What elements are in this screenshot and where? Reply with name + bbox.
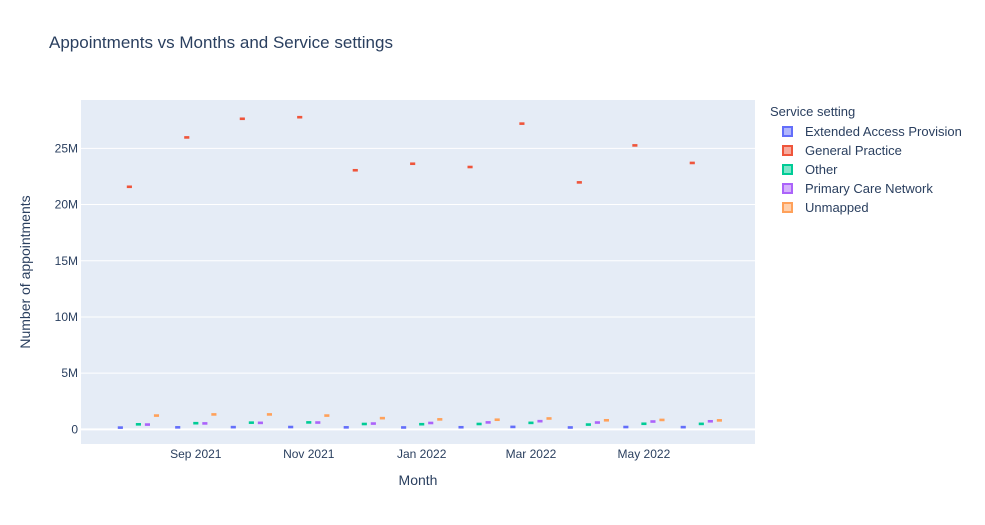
box-other[interactable]: [193, 421, 199, 425]
box-general-practice[interactable]: [352, 168, 358, 172]
y-tick-label: 20M: [55, 198, 78, 212]
legend-swatch: [782, 202, 793, 213]
box-other[interactable]: [641, 422, 647, 426]
legend-title: Service setting: [770, 104, 856, 119]
box-general-practice[interactable]: [239, 117, 245, 121]
box-general-practice[interactable]: [576, 181, 582, 184]
box-unmapped[interactable]: [379, 416, 385, 420]
box-primary-care-network[interactable]: [370, 422, 376, 425]
x-tick-label: Nov 2021: [283, 447, 335, 461]
box-other[interactable]: [419, 422, 425, 426]
chart-title: Appointments vs Months and Service setti…: [49, 33, 393, 52]
box-other[interactable]: [698, 422, 704, 426]
box-other[interactable]: [361, 422, 367, 426]
y-axis-ticks: 0 5M 10M 15M 20M 25M: [55, 141, 79, 436]
legend: Service setting Extended Access Provisio…: [770, 104, 962, 217]
box-primary-care-network[interactable]: [594, 421, 600, 424]
box-primary-care-network[interactable]: [707, 419, 713, 423]
box-unmapped[interactable]: [659, 418, 665, 422]
box-general-practice[interactable]: [126, 185, 132, 189]
y-tick-label: 25M: [55, 141, 78, 155]
box-extended-access-provision[interactable]: [510, 425, 516, 429]
box-general-practice[interactable]: [410, 162, 416, 166]
legend-item[interactable]: Extended Access Provision: [770, 122, 962, 141]
box-general-practice[interactable]: [632, 144, 638, 147]
x-tick-label: Jan 2022: [397, 447, 447, 461]
box-unmapped[interactable]: [266, 413, 272, 416]
box-primary-care-network[interactable]: [428, 421, 434, 425]
box-extended-access-provision[interactable]: [623, 425, 629, 429]
box-extended-access-provision[interactable]: [567, 426, 573, 429]
legend-swatch: [782, 126, 793, 137]
box-unmapped[interactable]: [716, 419, 722, 422]
box-general-practice[interactable]: [297, 115, 303, 119]
box-other[interactable]: [528, 421, 534, 425]
gridlines: [81, 147, 755, 431]
legend-item[interactable]: Primary Care Network: [770, 179, 962, 198]
y-axis-title: Number of appointments: [17, 195, 33, 348]
legend-label: General Practice: [805, 143, 902, 158]
legend-swatch: [782, 145, 793, 156]
x-tick-label: May 2022: [618, 447, 671, 461]
box-other[interactable]: [306, 421, 312, 424]
legend-item[interactable]: Unmapped: [770, 198, 962, 217]
box-unmapped[interactable]: [546, 417, 552, 420]
x-axis-ticks: Sep 2021 Nov 2021 Jan 2022 Mar 2022 May 2022: [170, 447, 670, 461]
y-tick-label: 5M: [61, 366, 78, 380]
box-primary-care-network[interactable]: [257, 421, 263, 425]
legend-label: Primary Care Network: [805, 181, 933, 196]
box-extended-access-provision[interactable]: [343, 426, 349, 429]
box-extended-access-provision[interactable]: [175, 426, 181, 429]
box-other[interactable]: [135, 423, 141, 426]
box-other[interactable]: [476, 422, 482, 426]
box-unmapped[interactable]: [211, 413, 217, 416]
legend-swatch: [782, 183, 793, 194]
box-extended-access-provision[interactable]: [288, 425, 294, 429]
y-tick-label: 15M: [55, 254, 78, 268]
y-tick-label: 10M: [55, 310, 78, 324]
box-primary-care-network[interactable]: [537, 419, 543, 423]
box-primary-care-network[interactable]: [202, 422, 208, 425]
box-extended-access-provision[interactable]: [458, 425, 464, 429]
y-tick-label: 0: [71, 422, 78, 436]
box-general-practice[interactable]: [689, 161, 695, 165]
x-tick-label: Mar 2022: [506, 447, 557, 461]
box-marks: [117, 115, 722, 429]
box-extended-access-provision[interactable]: [680, 425, 686, 429]
box-other[interactable]: [585, 423, 591, 426]
box-primary-care-network[interactable]: [315, 421, 321, 424]
legend-label: Unmapped: [805, 200, 869, 215]
box-unmapped[interactable]: [324, 414, 330, 417]
box-unmapped[interactable]: [437, 418, 443, 421]
legend-item[interactable]: General Practice: [770, 141, 962, 160]
legend-swatch: [782, 164, 793, 175]
plot-background: [81, 100, 755, 444]
x-axis-title: Month: [399, 472, 438, 488]
box-general-practice[interactable]: [184, 136, 190, 139]
x-tick-label: Sep 2021: [170, 447, 222, 461]
box-unmapped[interactable]: [603, 418, 609, 422]
legend-label: Other: [805, 162, 838, 177]
box-general-practice[interactable]: [519, 122, 525, 125]
box-primary-care-network[interactable]: [650, 420, 656, 423]
box-extended-access-provision[interactable]: [117, 426, 123, 429]
legend-item[interactable]: Other: [770, 160, 962, 179]
box-primary-care-network[interactable]: [485, 421, 491, 424]
box-general-practice[interactable]: [467, 165, 473, 169]
box-extended-access-provision[interactable]: [230, 425, 236, 429]
box-extended-access-provision[interactable]: [401, 426, 407, 429]
legend-label: Extended Access Provision: [805, 124, 962, 139]
box-unmapped[interactable]: [153, 414, 160, 417]
box-primary-care-network[interactable]: [144, 423, 150, 426]
box-unmapped[interactable]: [494, 418, 500, 422]
box-other[interactable]: [248, 421, 254, 424]
